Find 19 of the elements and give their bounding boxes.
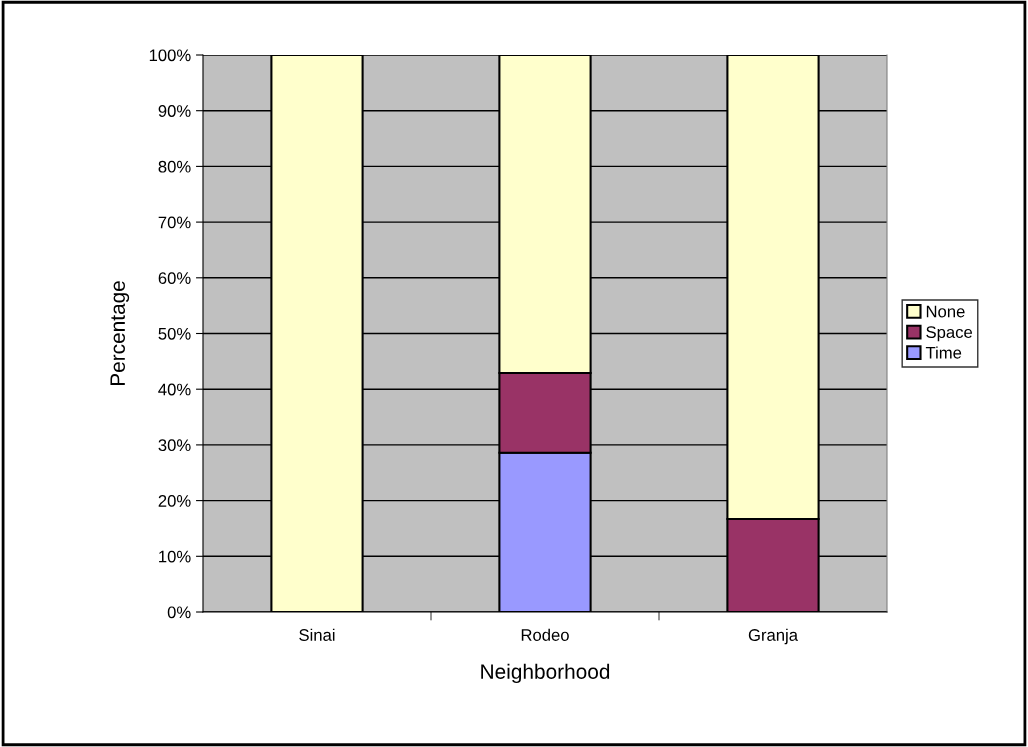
x-tick-label: Rodeo — [521, 628, 569, 641]
y-tick-label: 30% — [158, 439, 191, 452]
y-tick-label: 50% — [158, 327, 191, 340]
x-tick-label: Granja — [748, 628, 799, 645]
legend-label: Space — [926, 326, 973, 342]
y-tick-label: 60% — [158, 272, 191, 284]
x-tick-label: Sinai — [299, 628, 335, 641]
y-tick-label: 70% — [158, 216, 191, 229]
y-tick-label: 0% — [167, 606, 191, 619]
y-tick-label: 80% — [158, 160, 191, 173]
y-tick-label: 40% — [158, 383, 191, 396]
x-axis-title: Neighborhood — [481, 663, 610, 684]
legend-label: None — [926, 305, 965, 318]
y-axis-title: Percentage — [110, 281, 130, 386]
y-tick-label: 20% — [158, 495, 191, 507]
y-tick-label: 10% — [159, 550, 191, 563]
y-tick-label: 100% — [149, 49, 191, 62]
legend-label: Time — [925, 346, 962, 359]
y-tick-label: 90% — [158, 105, 191, 117]
